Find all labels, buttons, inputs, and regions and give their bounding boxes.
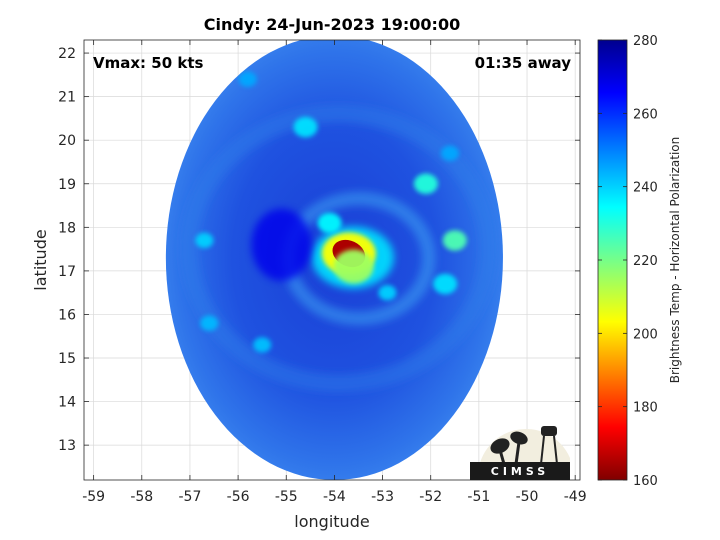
- time-offset-annotation: 01:35 away: [475, 54, 572, 72]
- y-tick-label: 19: [58, 177, 76, 193]
- colorbar-tick-label: 160: [633, 474, 658, 489]
- colorbar: [597, 39, 628, 481]
- y-axis-label: latitude: [31, 229, 50, 290]
- x-tick-label: -53: [371, 489, 394, 505]
- cimss-logo: CIMSS: [470, 426, 570, 480]
- x-tick-label: -52: [419, 489, 442, 505]
- colorbar-tick-label: 260: [633, 107, 658, 122]
- northwest-arc-blob: [238, 71, 257, 87]
- northern-convection-blob: [317, 212, 342, 234]
- western-cell-blob: [195, 232, 214, 249]
- colorbar-tick-label: 180: [633, 401, 658, 416]
- colorbar-tick-label: 220: [633, 254, 658, 269]
- colorbar-label: Brightness Temp - Horizontal Polarizatio…: [668, 137, 682, 384]
- colorbar-tick-label: 240: [633, 181, 658, 196]
- eastern-band-3-blob: [433, 273, 458, 295]
- eastern-band-2: [442, 230, 467, 251]
- chart-title: Cindy: 24-Jun-2023 19:00:00: [204, 15, 460, 34]
- southern-band: [378, 285, 397, 301]
- y-axis-ticks: 13 14 15 16 17 18 19 20 21 22: [58, 46, 580, 454]
- plot-frame: [83, 39, 581, 481]
- north-east-cell-blob: [440, 145, 459, 161]
- x-tick-label: -55: [275, 489, 298, 505]
- y-tick-label: 22: [58, 46, 76, 62]
- south-west-cell-blob: [253, 337, 272, 353]
- y-tick-label: 20: [58, 133, 76, 149]
- north-cell-blob: [293, 116, 318, 138]
- eastern-band-2-blob: [442, 230, 467, 251]
- inner-eye: [251, 208, 312, 281]
- north-cell: [293, 116, 318, 138]
- y-tick-label: 18: [58, 220, 76, 236]
- y-tick-label: 13: [58, 438, 76, 454]
- x-tick-label: -59: [82, 489, 105, 505]
- south-west-cell: [253, 337, 272, 353]
- x-tick-label: -58: [130, 489, 153, 505]
- brightness-features: [195, 71, 467, 353]
- outer-band-ring: [179, 104, 498, 393]
- x-axis-ticks: -59 -58 -57 -56 -55 -54 -53 -52 -51 -50 -49: [82, 40, 587, 505]
- vmax-annotation: Vmax: 50 kts: [93, 54, 203, 72]
- x-axis-label: longitude: [294, 512, 369, 531]
- eastern-band-3: [433, 273, 458, 295]
- inner-band: [333, 249, 374, 284]
- eastern-band-1: [413, 173, 438, 194]
- eastern-band-1-blob: [413, 173, 438, 194]
- northwest-arc: [238, 71, 257, 87]
- western-cell: [195, 232, 214, 249]
- y-tick-label: 16: [58, 307, 76, 323]
- north-east-cell: [440, 145, 459, 161]
- y-tick-label: 14: [58, 395, 76, 411]
- south-west-cell-2: [200, 315, 219, 331]
- colorbar-tick-label: 200: [633, 327, 658, 342]
- x-tick-label: -50: [516, 489, 539, 505]
- x-tick-label: -57: [179, 489, 202, 505]
- southern-band-blob: [378, 285, 397, 301]
- y-tick-label: 21: [58, 90, 76, 106]
- x-tick-label: -49: [564, 489, 587, 505]
- x-tick-label: -51: [467, 489, 490, 505]
- northern-convection: [317, 212, 342, 234]
- colorbar-tick-label: 280: [633, 34, 658, 49]
- x-tick-label: -56: [227, 489, 250, 505]
- y-tick-label: 17: [58, 264, 76, 280]
- south-west-cell-2-blob: [200, 315, 219, 331]
- inner-eye-blob: [251, 208, 312, 281]
- x-tick-label: -54: [323, 489, 346, 505]
- colorbar-ticks: 160 180 200 220 240 260 280: [598, 34, 658, 489]
- logo-text: CIMSS: [491, 465, 549, 478]
- inner-band-blob: [333, 249, 374, 284]
- y-tick-label: 15: [58, 351, 76, 367]
